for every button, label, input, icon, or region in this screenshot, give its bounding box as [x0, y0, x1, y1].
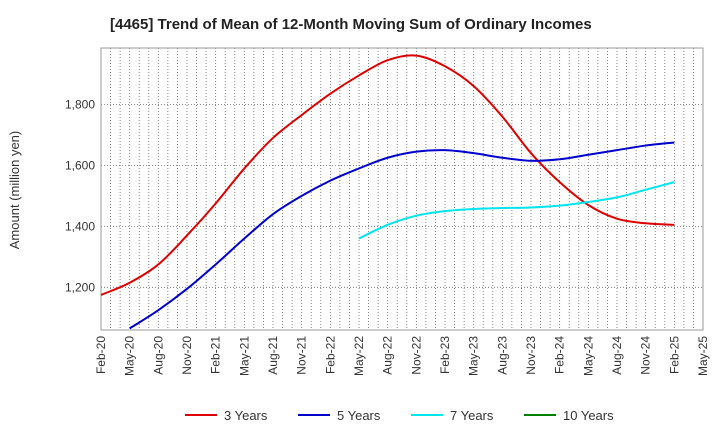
x-tick-label: Feb-25: [667, 336, 681, 374]
x-tick-label: Feb-20: [94, 336, 108, 374]
x-tick-label: May-23: [467, 336, 481, 376]
plot-frame: [100, 47, 704, 331]
y-axis-ticks: 1,200 1,400 1,600 1,800: [65, 97, 95, 294]
series-line-3-years: [100, 54, 675, 296]
series-line-5-years: [129, 141, 675, 330]
chart-title: [4465] Trend of Mean of 12-Month Moving …: [110, 16, 592, 33]
legend-label-7-years: 7 Years: [450, 408, 494, 423]
x-tick-label: Feb-24: [553, 336, 567, 374]
y-tick-label: 1,200: [65, 280, 95, 294]
series-lines: [100, 54, 675, 330]
x-tick-label: May-20: [123, 336, 137, 376]
y-tick-label: 1,600: [65, 158, 95, 172]
x-tick-label: Nov-21: [295, 336, 309, 375]
x-tick-label: May-22: [352, 336, 366, 376]
y-tick-label: 1,400: [65, 219, 95, 233]
x-tick-label: Feb-22: [323, 336, 337, 374]
legend-label-10-years: 10 Years: [563, 408, 614, 423]
x-tick-label: Nov-22: [409, 336, 423, 375]
x-tick-label: Feb-23: [438, 336, 452, 374]
x-tick-label: Nov-20: [180, 336, 194, 375]
legend: 3 Years 5 Years 7 Years 10 Years: [185, 408, 614, 423]
legend-label-5-years: 5 Years: [337, 408, 381, 423]
y-axis-label: Amount (million yen): [7, 131, 22, 250]
x-tick-label: May-21: [237, 336, 251, 376]
grid: [101, 48, 703, 330]
x-tick-label: Aug-20: [151, 336, 165, 375]
x-tick-label: Nov-24: [639, 336, 653, 375]
legend-label-3-years: 3 Years: [224, 408, 268, 423]
x-tick-label: Aug-21: [266, 336, 280, 375]
series-line-7-years: [358, 181, 675, 240]
x-tick-label: Feb-21: [209, 336, 223, 374]
x-tick-label: Aug-24: [610, 336, 624, 375]
x-tick-label: Aug-23: [495, 336, 509, 375]
x-tick-label: May-24: [581, 336, 595, 376]
x-tick-label: Nov-23: [524, 336, 538, 375]
x-tick-label: Aug-22: [381, 336, 395, 375]
x-tick-label: May-25: [696, 336, 710, 376]
x-axis-ticks: Feb-20 May-20 Aug-20 Nov-20 Feb-21 May-21 Aug-…: [94, 336, 710, 376]
y-tick-label: 1,800: [65, 97, 95, 111]
